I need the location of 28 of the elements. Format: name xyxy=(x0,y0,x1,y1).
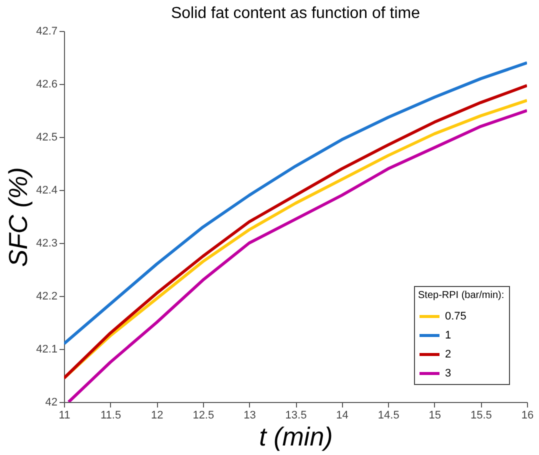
y-tick-label: 42.6 xyxy=(36,78,58,90)
y-tick-label: 42.3 xyxy=(36,238,58,250)
x-tick-label: 13.5 xyxy=(285,410,307,422)
x-tick-label: 13 xyxy=(244,410,256,422)
legend-label: 2 xyxy=(445,348,452,360)
legend-title: Step-RPI (bar/min): xyxy=(418,290,504,301)
x-tick-label: 11.5 xyxy=(100,410,122,422)
legend-label: 0.75 xyxy=(445,310,466,322)
y-tick-label: 42 xyxy=(45,396,58,408)
legend-label: 1 xyxy=(445,330,452,342)
x-tick-label: 15.5 xyxy=(470,410,492,422)
y-tick-label: 42.7 xyxy=(36,26,58,38)
x-tick-label: 15 xyxy=(428,410,442,422)
x-axis-title: t (min) xyxy=(259,422,333,452)
legend-label: 3 xyxy=(445,368,452,380)
line-series xyxy=(64,61,527,346)
x-tick-label: 12.5 xyxy=(192,410,214,422)
x-tick-label: 11 xyxy=(58,410,70,422)
y-tick-label: 42.2 xyxy=(36,290,58,302)
x-tick-label: 16 xyxy=(521,410,534,422)
x-tick-label: 14 xyxy=(336,410,348,422)
y-tick-label: 42.4 xyxy=(36,184,58,196)
y-tick-label: 42.5 xyxy=(36,132,58,144)
chart-title: Solid fat content as function of time xyxy=(170,5,420,22)
y-tick-label: 42.1 xyxy=(36,344,58,356)
x-tick-label: 14.5 xyxy=(378,410,400,422)
x-tick-label: 12 xyxy=(150,410,164,422)
y-axis-title: SFC (%) xyxy=(3,167,34,267)
